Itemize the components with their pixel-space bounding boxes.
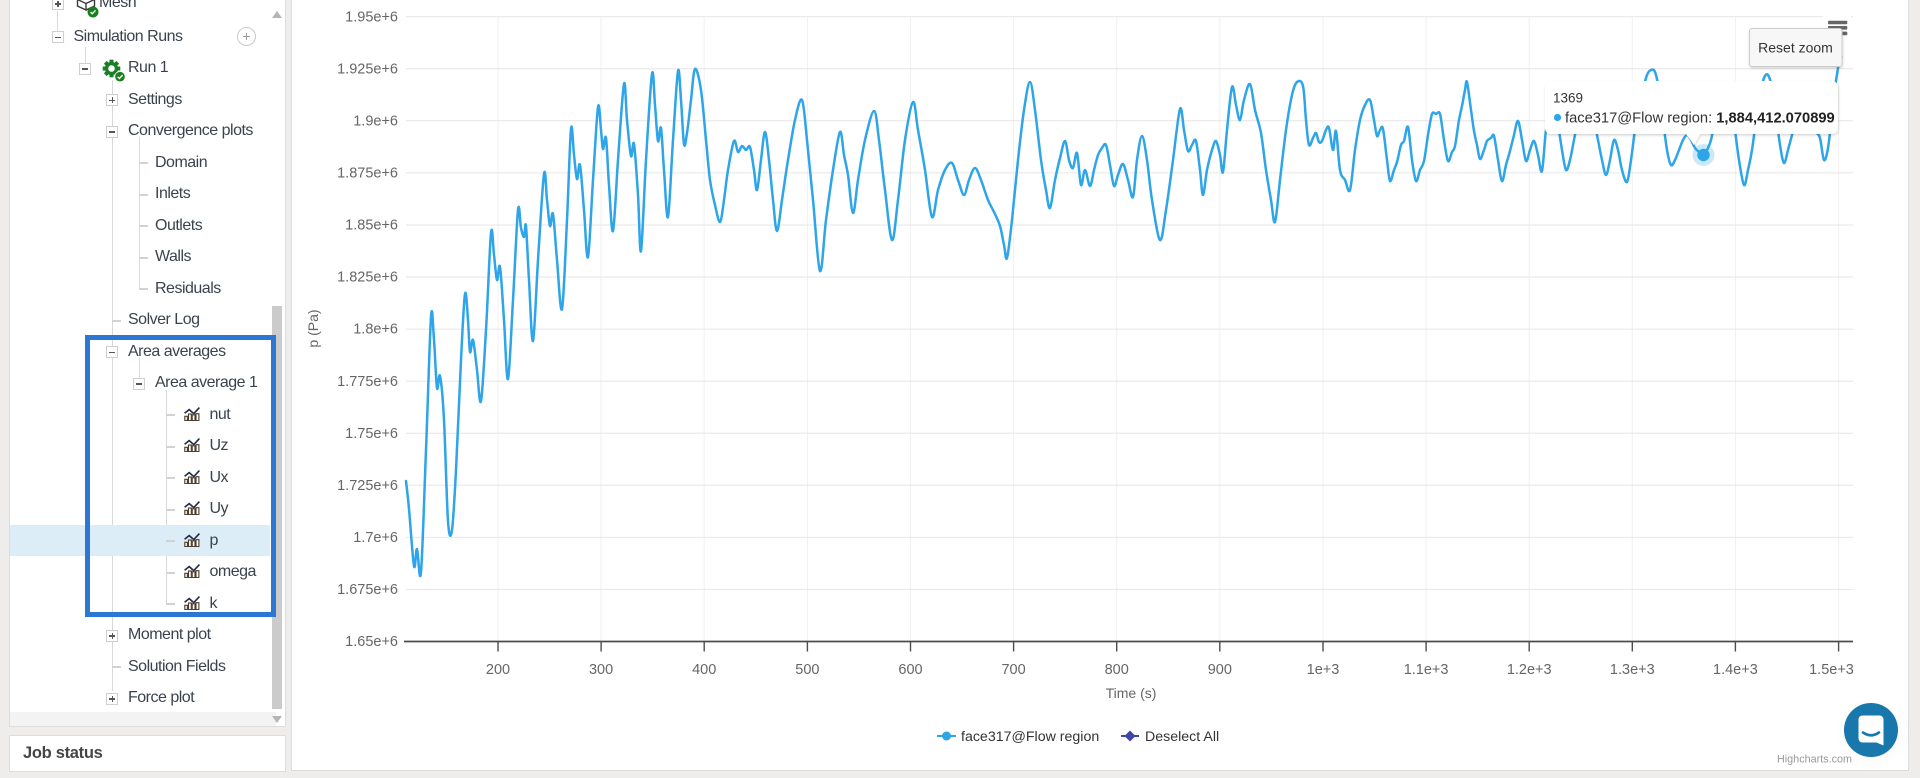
svg-text:1e+3: 1e+3 <box>1307 662 1340 678</box>
svg-text:face317@Flow region: face317@Flow region <box>961 729 1099 745</box>
svg-text:1.675e+6: 1.675e+6 <box>337 582 398 598</box>
svg-text:900: 900 <box>1208 662 1232 678</box>
svg-text:1.8e+6: 1.8e+6 <box>353 322 398 338</box>
svg-text:1.775e+6: 1.775e+6 <box>337 374 398 390</box>
svg-text:1.9e+6: 1.9e+6 <box>353 113 398 129</box>
svg-text:1.725e+6: 1.725e+6 <box>337 478 398 494</box>
svg-text:1.85e+6: 1.85e+6 <box>345 218 398 234</box>
svg-text:Deselect All: Deselect All <box>1145 729 1219 745</box>
svg-text:Highcharts.com: Highcharts.com <box>1777 754 1852 766</box>
svg-text:1.875e+6: 1.875e+6 <box>337 166 398 182</box>
svg-text:1.4e+3: 1.4e+3 <box>1713 662 1758 678</box>
svg-text:800: 800 <box>1105 662 1129 678</box>
svg-text:face317@Flow region: 1,884,412: face317@Flow region: 1,884,412.070899 <box>1565 111 1835 127</box>
svg-text:1.3e+3: 1.3e+3 <box>1610 662 1655 678</box>
svg-text:p (Pa): p (Pa) <box>305 309 321 347</box>
svg-text:1369: 1369 <box>1553 91 1583 106</box>
svg-text:1.1e+3: 1.1e+3 <box>1404 662 1449 678</box>
svg-text:300: 300 <box>589 662 613 678</box>
svg-text:400: 400 <box>692 662 716 678</box>
svg-text:500: 500 <box>795 662 819 678</box>
svg-text:1.825e+6: 1.825e+6 <box>337 270 398 286</box>
svg-text:Time (s): Time (s) <box>1106 685 1157 701</box>
svg-text:Reset zoom: Reset zoom <box>1758 40 1833 56</box>
svg-text:1.65e+6: 1.65e+6 <box>345 634 398 650</box>
svg-text:600: 600 <box>898 662 922 678</box>
svg-text:700: 700 <box>1001 662 1025 678</box>
svg-text:1.75e+6: 1.75e+6 <box>345 426 398 442</box>
svg-text:1.925e+6: 1.925e+6 <box>337 61 398 77</box>
svg-text:1.95e+6: 1.95e+6 <box>345 9 398 25</box>
svg-text:1.2e+3: 1.2e+3 <box>1507 662 1552 678</box>
svg-text:1.5e+3: 1.5e+3 <box>1809 662 1854 678</box>
svg-text:200: 200 <box>486 662 510 678</box>
svg-text:1.7e+6: 1.7e+6 <box>353 530 398 546</box>
